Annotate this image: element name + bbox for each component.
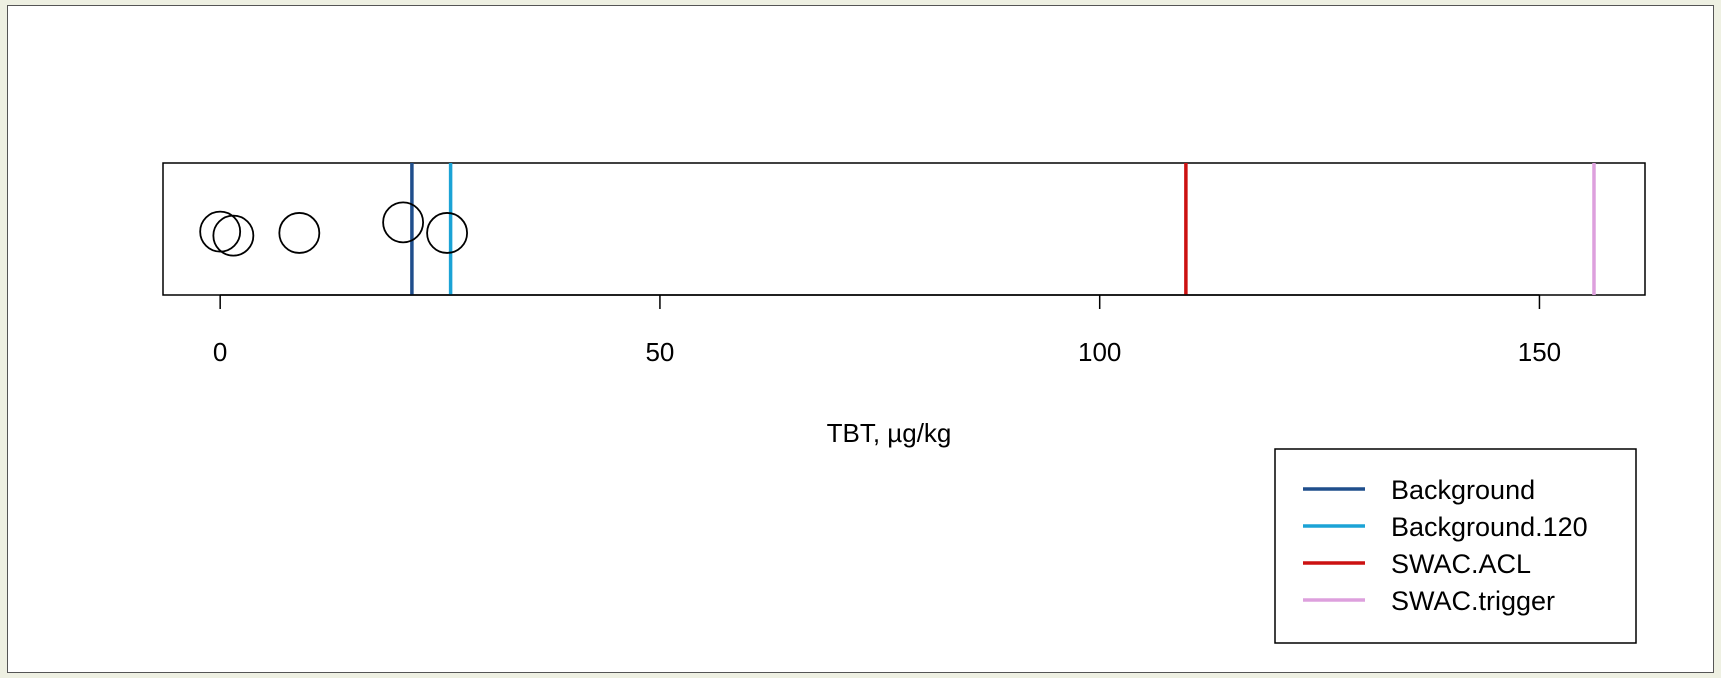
x-tick-label: 50 xyxy=(645,337,674,367)
legend-label: Background xyxy=(1391,475,1535,505)
x-axis-label: TBT, µg/kg xyxy=(827,418,952,448)
reference-lines xyxy=(410,163,1596,295)
data-points xyxy=(199,201,468,257)
legend-box xyxy=(1274,448,1637,644)
data-point xyxy=(199,210,242,253)
data-point xyxy=(426,212,468,254)
x-axis: 0 50 100 150 xyxy=(213,294,1561,367)
data-point xyxy=(278,212,321,254)
legend-label: Background.120 xyxy=(1391,512,1588,542)
legend-label: SWAC.trigger xyxy=(1391,586,1555,616)
plot-box xyxy=(162,162,1646,296)
x-tick-label: 100 xyxy=(1078,337,1121,367)
x-tick-label: 150 xyxy=(1518,337,1561,367)
data-point xyxy=(382,201,425,244)
legend-label: SWAC.ACL xyxy=(1391,549,1531,579)
data-point xyxy=(212,214,255,257)
legend: Background Background.120 SWAC.ACL SWAC.tri… xyxy=(1274,448,1637,644)
x-tick-label: 0 xyxy=(213,337,227,367)
